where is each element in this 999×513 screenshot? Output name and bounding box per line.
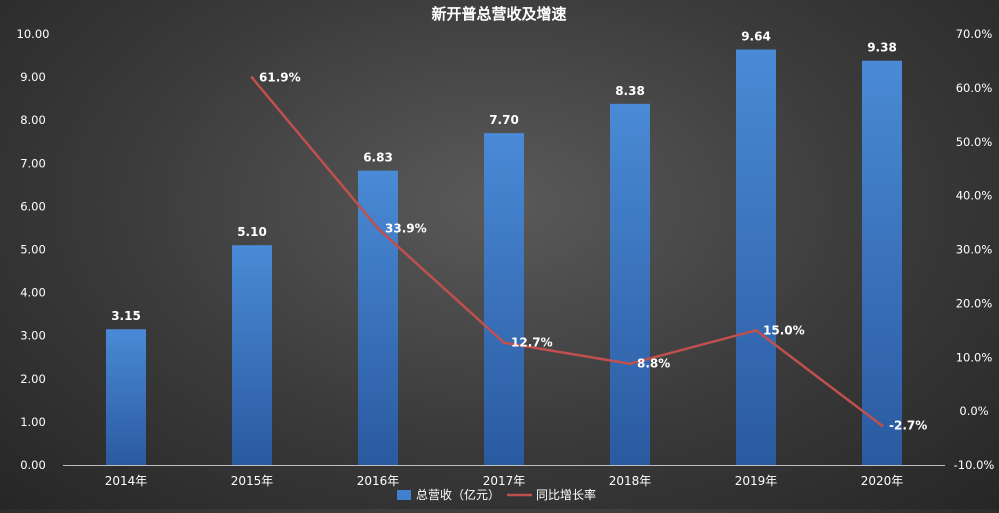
y-right-tick-label: 20.0% bbox=[956, 296, 993, 310]
bars-layer bbox=[106, 49, 902, 466]
legend-swatch-revenue bbox=[397, 490, 411, 500]
legend: 总营收（亿元） 同比增长率 bbox=[397, 487, 596, 502]
revenue-bar bbox=[484, 133, 524, 465]
y-left-tick-label: 4.00 bbox=[20, 286, 46, 300]
y-right-tick-label: 60.0% bbox=[956, 81, 993, 95]
y-right-tick-label: 50.0% bbox=[956, 135, 993, 149]
y-right-tick-label: 40.0% bbox=[956, 189, 993, 203]
revenue-data-label: 5.10 bbox=[237, 225, 267, 239]
x-tick-label: 2016年 bbox=[357, 474, 400, 488]
y-left-tick-label: 5.00 bbox=[20, 243, 46, 257]
y-left-tick-label: 1.00 bbox=[20, 415, 46, 429]
chart-title: 新开普总营收及增速 bbox=[431, 5, 566, 23]
revenue-data-label: 3.15 bbox=[111, 309, 141, 323]
y-right-tick-label: 10.0% bbox=[956, 350, 993, 364]
y-left-tick-label: 2.00 bbox=[20, 372, 46, 386]
y-right-tick-label: 30.0% bbox=[956, 243, 993, 257]
growth-data-label: 15.0% bbox=[763, 323, 805, 337]
growth-rate-point bbox=[376, 226, 380, 230]
growth-data-label: -2.7% bbox=[889, 419, 927, 433]
revenue-data-label: 6.83 bbox=[363, 151, 393, 165]
y-left-tick-label: 9.00 bbox=[20, 70, 46, 84]
y-left-tick-label: 3.00 bbox=[20, 329, 46, 343]
revenue-data-label: 9.64 bbox=[741, 30, 771, 44]
x-tick-label: 2017年 bbox=[483, 474, 526, 488]
y-left-tick-label: 6.00 bbox=[20, 199, 46, 213]
growth-data-label: 61.9% bbox=[259, 71, 301, 85]
revenue-bar bbox=[358, 170, 398, 465]
x-tick-label: 2019年 bbox=[735, 474, 778, 488]
growth-rate-point bbox=[628, 362, 632, 366]
axes-layer: 0.00 1.00 2.00 3.00 4.00 5.00 6.00 7.00 8.00 9.00… bbox=[17, 27, 995, 488]
revenue-data-label: 9.38 bbox=[867, 41, 897, 55]
revenue-bar bbox=[736, 49, 776, 466]
growth-rate-point bbox=[880, 424, 884, 428]
x-tick-label: 2020年 bbox=[861, 474, 904, 488]
growth-data-label: 8.8% bbox=[637, 357, 670, 371]
y-left-tick-label: 7.00 bbox=[20, 156, 46, 170]
growth-rate-line bbox=[251, 76, 883, 427]
revenue-data-label: 7.70 bbox=[489, 113, 519, 127]
revenue-bar bbox=[232, 245, 272, 465]
growth-rate-point bbox=[250, 76, 254, 80]
revenue-bar bbox=[610, 103, 650, 466]
x-tick-label: 2015年 bbox=[231, 474, 274, 488]
growth-rate-point bbox=[754, 328, 758, 332]
revenue-bar bbox=[106, 329, 146, 465]
x-tick-label: 2014年 bbox=[105, 474, 148, 488]
growth-rate-point bbox=[502, 341, 506, 345]
legend-label-revenue: 总营收（亿元） bbox=[416, 487, 500, 502]
y-left-tick-label: 8.00 bbox=[20, 113, 46, 127]
revenue-data-label: 8.38 bbox=[615, 84, 645, 98]
y-right-tick-label: 0.0% bbox=[959, 404, 988, 418]
x-tick-label: 2018年 bbox=[609, 474, 652, 488]
y-left-tick-label: 0.00 bbox=[20, 458, 46, 472]
legend-label-growth: 同比增长率 bbox=[536, 487, 596, 502]
line-layer bbox=[250, 76, 884, 428]
data-labels-layer: 3.15 5.10 6.83 7.70 8.38 9.64 9.38 61.9% 33.9% 12… bbox=[111, 30, 927, 433]
growth-data-label: 33.9% bbox=[385, 221, 427, 235]
y-right-tick-label: 70.0% bbox=[956, 27, 993, 41]
y-right-tick-label: -10.0% bbox=[954, 458, 995, 472]
revenue-bar bbox=[862, 60, 902, 466]
y-left-tick-label: 10.00 bbox=[17, 27, 50, 41]
growth-data-label: 12.7% bbox=[511, 336, 553, 350]
